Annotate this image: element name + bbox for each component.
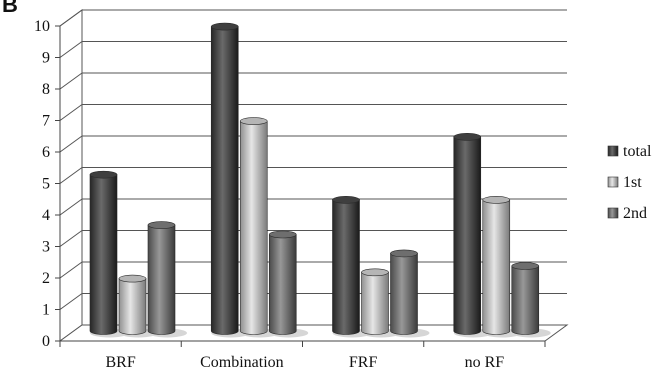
bar-top-cap [118, 274, 147, 283]
bar-top-cap [453, 133, 482, 141]
bar-top-cap [147, 221, 176, 229]
bar-top-cap [482, 196, 511, 204]
bar-top-cap [511, 262, 540, 270]
y-tick-label: 6 [42, 144, 50, 161]
bar-top-cap [239, 117, 268, 125]
y-tick-label: 8 [42, 81, 50, 98]
bar-top-cap [210, 22, 239, 31]
y-tick-label: 0 [42, 333, 50, 350]
bar-frf-2nd [390, 253, 418, 335]
y-tick-label: 1 [42, 302, 50, 319]
bar-no-rf-total [453, 136, 482, 335]
x-tick-label: no RF [465, 354, 505, 371]
y-tick-label: 10 [34, 18, 50, 35]
x-tick-label: Combination [200, 354, 284, 371]
x-tick-label: BRF [106, 354, 136, 371]
gridline-side [59, 135, 83, 153]
y-tick-label: 3 [42, 239, 50, 256]
bar-top-cap [361, 268, 389, 277]
gridline-side [59, 293, 83, 310]
legend-swatch [607, 176, 619, 188]
bar-no-rf-2nd [511, 265, 540, 335]
gridline-side [59, 9, 83, 27]
legend-label-2nd: 2nd [623, 205, 647, 222]
bar-combination-total [210, 26, 239, 335]
bar-top-cap [332, 196, 360, 204]
bar-brf-2nd [147, 224, 176, 335]
legend-label-total: total [623, 143, 652, 160]
bar-combination-2nd [268, 234, 297, 335]
gridline-side [59, 230, 83, 247]
x-tick-label: FRF [349, 354, 378, 371]
gridline-side [59, 261, 83, 279]
bar-frf-1st [361, 272, 389, 335]
bar-brf-1st [118, 278, 147, 335]
panel-letter: B [2, 0, 18, 17]
bar-no-rf-1st [482, 199, 511, 335]
gridline-side [59, 41, 83, 58]
y-tick-label: 9 [42, 50, 50, 67]
bar-top-cap [89, 170, 118, 179]
y-tick-label: 5 [42, 176, 50, 193]
gridline-side [59, 72, 83, 90]
bar-top-cap [390, 249, 418, 258]
y-tick-label: 2 [42, 270, 50, 287]
y-tick-label: 4 [42, 207, 50, 224]
gridline-side [59, 198, 83, 216]
bar-top-cap [268, 230, 297, 239]
gridline-side [59, 167, 83, 184]
legend-label-1st: 1st [623, 174, 642, 191]
legend-swatch [607, 207, 619, 219]
bar-brf-total [89, 174, 118, 335]
bar-combination-1st [239, 120, 268, 335]
legend-swatch [607, 145, 619, 157]
gridline-side [59, 104, 83, 121]
bar-frf-total [332, 199, 360, 335]
y-tick-label: 7 [42, 113, 50, 130]
